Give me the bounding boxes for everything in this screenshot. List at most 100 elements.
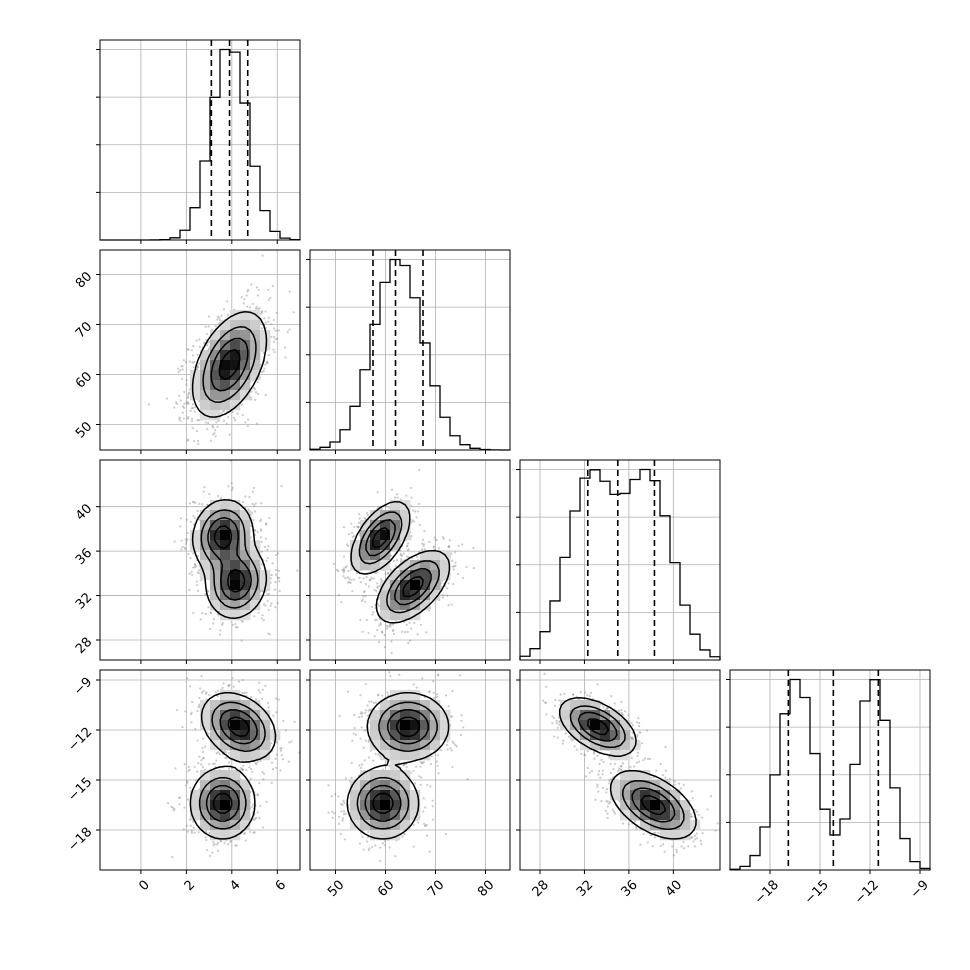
sample-point [279, 749, 283, 752]
sample-point [446, 594, 449, 597]
sample-point [267, 592, 271, 596]
sample-point [198, 572, 201, 575]
sample-point [260, 528, 263, 531]
histogram-outline [729, 678, 931, 870]
sample-point [190, 417, 194, 420]
sample-point [166, 801, 170, 805]
sample-point [198, 569, 201, 572]
sample-point [250, 398, 253, 401]
sample-point [211, 424, 214, 428]
density-cell [370, 560, 381, 571]
density-cell [200, 530, 211, 541]
sample-point [347, 544, 350, 547]
sample-point [255, 816, 258, 820]
sample-point [363, 591, 366, 594]
sample-point [178, 416, 182, 419]
sample-point [273, 327, 276, 330]
sample-point [181, 377, 184, 381]
density-cell [230, 510, 241, 521]
sample-point [173, 540, 176, 543]
scatter-panel-2-1 [309, 459, 511, 661]
sample-point [252, 518, 255, 522]
density-cell [210, 600, 221, 611]
sample-point [376, 491, 379, 494]
sample-point [197, 831, 200, 834]
sample-point [283, 346, 287, 349]
sample-point [180, 539, 183, 542]
density-cell [400, 510, 411, 521]
density-cell [220, 360, 231, 371]
density-cell [210, 360, 221, 371]
sample-point [272, 348, 275, 351]
sample-point [241, 413, 244, 417]
sample-point [193, 360, 196, 364]
sample-point [222, 308, 226, 311]
sample-point [274, 606, 277, 609]
sample-point [416, 633, 419, 636]
sample-point [208, 763, 211, 766]
density-cell [420, 580, 431, 591]
sample-point [267, 298, 270, 302]
sample-point [207, 340, 211, 344]
sample-point [447, 582, 450, 585]
sample-point [206, 428, 209, 431]
sample-point [410, 486, 413, 490]
sample-point [217, 494, 220, 498]
density-cell [250, 560, 261, 571]
sample-point [351, 536, 355, 539]
sample-point [200, 759, 203, 762]
sample-point [373, 635, 376, 638]
density-cell [410, 600, 421, 611]
sample-point [254, 698, 258, 701]
density-cell [230, 590, 241, 601]
sample-point [273, 350, 276, 354]
sample-point [262, 618, 265, 622]
sample-point [342, 571, 345, 574]
sample-point [200, 691, 204, 694]
sample-point [183, 546, 186, 549]
sample-point [253, 529, 256, 532]
density-cell [400, 530, 411, 541]
sample-point [390, 488, 394, 491]
sample-point [292, 311, 295, 314]
sample-point [241, 768, 244, 771]
sample-point [264, 393, 267, 397]
sample-point [414, 510, 417, 513]
sample-point [376, 603, 380, 606]
density-cell [220, 320, 231, 331]
density-cell [230, 580, 241, 591]
density-cell [220, 400, 231, 411]
sample-point [343, 569, 346, 572]
sample-point [214, 324, 217, 328]
density-contour [358, 511, 440, 614]
sample-point [267, 608, 270, 612]
sample-point [376, 628, 379, 632]
sample-point [432, 546, 435, 549]
sample-point [257, 611, 260, 614]
density-cell [230, 380, 241, 391]
sample-point [256, 811, 259, 814]
sample-point [271, 562, 274, 565]
sample-point [226, 300, 229, 303]
sample-point [341, 569, 344, 572]
sample-point [358, 513, 361, 516]
sample-point [248, 306, 251, 309]
sample-point [274, 581, 277, 584]
sample-point [268, 516, 271, 520]
sample-point [410, 534, 413, 538]
sample-point [221, 409, 225, 413]
sample-point [253, 615, 256, 618]
sample-point [201, 503, 204, 506]
sample-point [212, 617, 216, 621]
sample-point [191, 354, 195, 357]
sample-point [184, 538, 187, 541]
sample-point [352, 534, 356, 537]
density-contour [218, 348, 241, 381]
density-cell [420, 550, 431, 561]
sample-point [263, 367, 266, 370]
sample-point [221, 622, 224, 625]
density-cell [220, 370, 231, 381]
sample-point [190, 829, 193, 833]
density-cell [260, 570, 271, 581]
sample-point [406, 542, 410, 545]
